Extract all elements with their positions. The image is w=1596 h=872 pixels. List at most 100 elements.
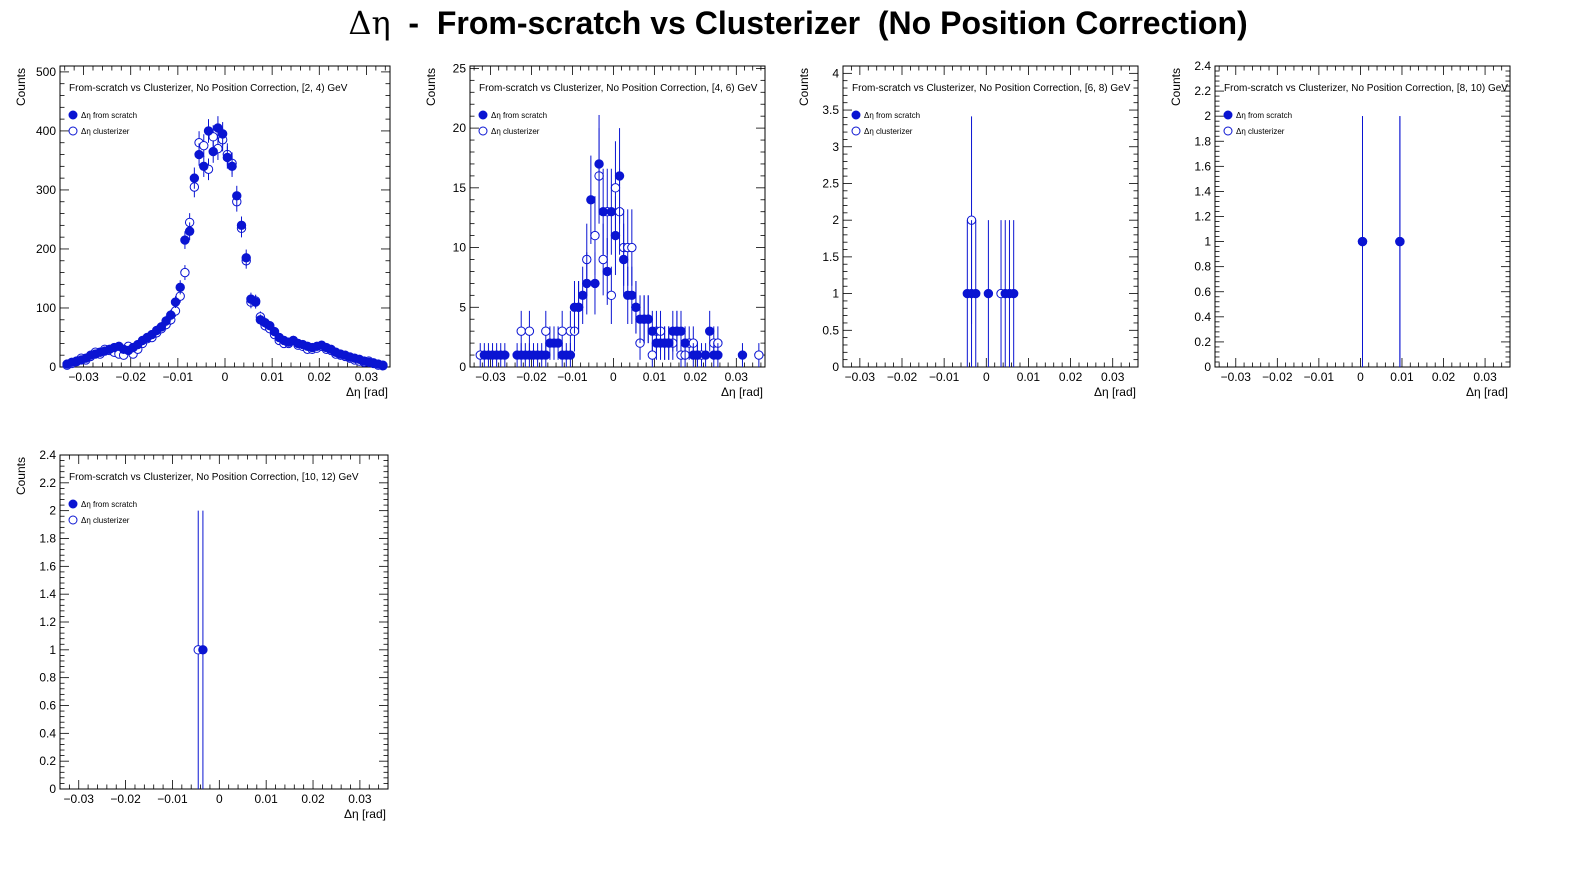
data-point-from-scratch: [199, 161, 209, 172]
x-tick-label: −0.03: [845, 370, 876, 384]
y-tick-label: 1.2: [39, 615, 56, 629]
x-tick-label: 0.02: [1059, 370, 1083, 384]
y-tick-label: 1.8: [39, 532, 56, 546]
data-point-from-scratch: [170, 297, 181, 307]
x-tick-label: 0.03: [725, 370, 749, 384]
legend-open-marker: [68, 126, 78, 136]
data-point-clusterizer: [180, 267, 190, 278]
chart-panel-3: −0.03 −0.02 −0.01 0 0.01 0.02 0.03 0 0.5 1 1.5 2 2.5…: [797, 65, 1139, 399]
x-tick-label: −0.02: [1262, 370, 1293, 384]
y-tick-label: 0.8: [1194, 260, 1211, 274]
y-tick-label: 0.4: [39, 726, 56, 740]
data-point-from-scratch: [227, 161, 237, 172]
data-point-from-scratch: [565, 350, 576, 360]
x-tick-label: 0.01: [1017, 370, 1041, 384]
data-point-clusterizer: [627, 242, 637, 253]
data-point-from-scratch: [553, 338, 563, 348]
legend-label-from-scratch: Δη from scratch: [491, 111, 547, 120]
data-point-from-scratch: [647, 326, 658, 336]
y-tick-label: 1: [832, 287, 839, 301]
x-tick-label: 0.02: [301, 792, 325, 806]
y-tick-label: 1.4: [39, 587, 56, 601]
legend-label-clusterizer: Δη clusterizer: [81, 516, 130, 525]
y-tick-label: 1.5: [822, 250, 839, 264]
y-axis-label: Counts: [1169, 68, 1183, 106]
chart-panel-5: −0.03 −0.02 −0.01 0 0.01 0.02 0.03 0 0.2 0.4 0.6 0.…: [14, 448, 389, 821]
y-tick-label: 2: [49, 504, 56, 518]
x-axis-label: Δη [rad]: [1466, 385, 1508, 399]
data-point-from-scratch: [692, 350, 703, 360]
data-point-from-scratch: [582, 278, 592, 289]
data-point-from-scratch: [1395, 236, 1405, 247]
y-tick-label: 0: [832, 360, 839, 374]
x-tick-label: −0.01: [163, 370, 194, 384]
x-tick-label: −0.01: [929, 370, 960, 384]
y-tick-label: 3: [832, 140, 839, 154]
y-tick-label: 500: [36, 65, 56, 79]
x-tick-label: −0.03: [68, 370, 99, 384]
x-tick-label: 0.01: [1390, 370, 1414, 384]
x-tick-label: −0.03: [64, 792, 95, 806]
y-tick-label: 0.2: [39, 754, 56, 768]
data-point-clusterizer: [199, 140, 209, 151]
y-tick-label: 0: [49, 782, 56, 796]
y-tick-label: 200: [36, 242, 56, 256]
y-tick-label: 0: [459, 360, 466, 374]
chart-panel-2: −0.03 −0.02 −0.01 0 0.01 0.02 0.03 0 5 10 15 20 25 Δη…: [424, 61, 766, 399]
data-point-clusterizer: [524, 326, 535, 336]
y-tick-label: 2.2: [39, 476, 56, 490]
plot-frame: [469, 65, 766, 368]
data-point-from-scratch: [500, 350, 510, 360]
data-point-from-scratch: [983, 288, 994, 299]
data-point-from-scratch: [618, 254, 629, 265]
y-tick-label: 0.6: [39, 699, 56, 713]
data-point-from-scratch: [598, 207, 608, 217]
data-point-from-scratch: [631, 302, 641, 312]
legend-filled-marker: [1223, 110, 1233, 120]
x-tick-label: 0: [222, 370, 229, 384]
legend-open-marker: [478, 126, 488, 136]
y-tick-label: 1.6: [1194, 159, 1211, 173]
x-tick-label: 0.01: [260, 370, 284, 384]
x-tick-label: −0.02: [887, 370, 918, 384]
data-point-from-scratch: [664, 338, 674, 348]
data-point-from-scratch: [378, 360, 388, 370]
x-tick-label: 0: [610, 370, 617, 384]
y-tick-label: 0.5: [822, 323, 839, 337]
y-axis-label: Counts: [14, 457, 28, 495]
data-point-clusterizer: [606, 290, 617, 301]
data-point-from-scratch: [680, 338, 690, 348]
chart-panel-1: −0.03 −0.02 −0.01 0 0.01 0.02 0.03 0 100 200 300 40…: [14, 65, 391, 399]
data-point-from-scratch: [594, 159, 604, 169]
data-point-clusterizer: [598, 254, 608, 265]
panels: −0.03 −0.02 −0.01 0 0.01 0.02 0.03010020030040…: [14, 59, 1511, 821]
y-tick-label: 2.4: [39, 448, 56, 462]
y-tick-label: 0: [1204, 360, 1211, 374]
data-point-from-scratch: [713, 350, 723, 360]
x-tick-label: 0: [983, 370, 990, 384]
y-tick-label: 0.2: [1194, 335, 1211, 349]
data-point-from-scratch: [704, 326, 715, 336]
y-tick-label: 0: [49, 360, 56, 374]
y-tick-label: 20: [453, 121, 467, 135]
x-tick-label: 0: [1357, 370, 1364, 384]
data-point-from-scratch: [577, 290, 588, 301]
x-tick-label: 0.02: [308, 370, 332, 384]
x-tick-label: 0.03: [348, 792, 372, 806]
y-tick-label: 0.6: [1194, 285, 1211, 299]
y-tick-label: 0.4: [1194, 310, 1211, 324]
x-tick-label: −0.02: [516, 370, 547, 384]
figure-title-symbol: Δη: [348, 4, 390, 42]
data-point-from-scratch: [166, 310, 176, 320]
data-point-from-scratch: [590, 278, 600, 289]
data-point-from-scratch: [676, 326, 686, 336]
x-tick-label: 0.01: [643, 370, 667, 384]
y-tick-label: 100: [36, 301, 56, 315]
x-tick-label: −0.03: [475, 370, 506, 384]
y-tick-label: 2.5: [822, 176, 839, 190]
y-axis-label: Counts: [424, 68, 438, 106]
legend-label-from-scratch: Δη from scratch: [1236, 111, 1292, 120]
x-axis-label: Δη [rad]: [344, 807, 386, 821]
panel-title: From-scratch vs Clusterizer, No Position…: [69, 83, 348, 94]
